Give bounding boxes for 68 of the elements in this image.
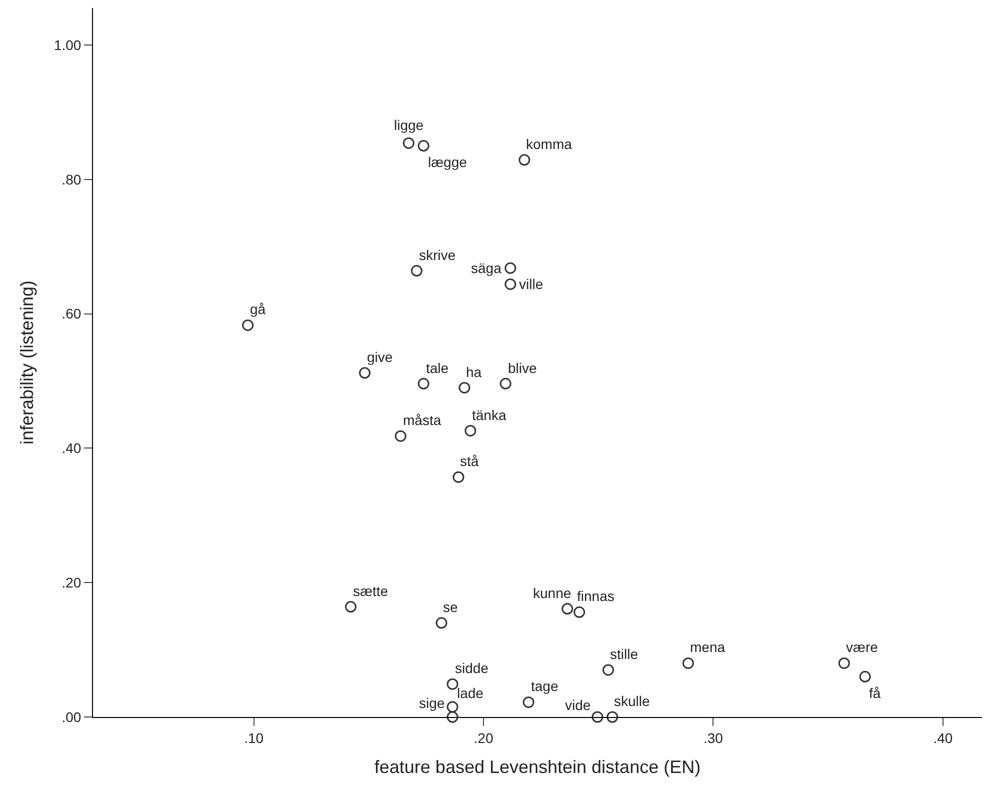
y-tick-label: .00 xyxy=(62,708,82,725)
annotation: gå xyxy=(250,301,266,317)
point xyxy=(522,696,534,708)
annotation: vide xyxy=(565,697,591,713)
annotation: få xyxy=(869,685,881,701)
point xyxy=(446,678,458,690)
annotation: måsta xyxy=(403,412,442,428)
annotation: stå xyxy=(460,453,479,469)
point xyxy=(592,711,604,723)
y-tick-label: .80 xyxy=(62,171,82,188)
point xyxy=(242,319,254,331)
annotation: mena xyxy=(690,639,726,655)
x-tick-label: .10 xyxy=(244,730,264,746)
point xyxy=(402,137,414,149)
annotation: ville xyxy=(519,276,544,292)
point xyxy=(344,601,356,613)
y-tick-label: .60 xyxy=(62,306,82,322)
annotation: ligge xyxy=(394,117,424,133)
annotation: kunne xyxy=(533,585,572,601)
point xyxy=(458,382,470,394)
point xyxy=(518,154,530,166)
x-axis-title: feature based Levenshtein distance (EN) xyxy=(374,756,701,777)
point xyxy=(500,378,512,390)
annotation: säga xyxy=(471,260,502,276)
x-tick-label: .20 xyxy=(474,730,494,746)
point xyxy=(504,278,516,290)
point xyxy=(859,670,871,682)
point xyxy=(464,424,476,436)
point xyxy=(418,378,430,390)
point xyxy=(504,262,516,274)
point xyxy=(838,657,850,669)
annotation: sætte xyxy=(353,583,388,599)
annotation: ha xyxy=(466,364,482,380)
y-axis-title: inferability (listening) xyxy=(17,280,38,445)
point xyxy=(394,430,406,442)
annotation: se xyxy=(443,599,458,615)
annotation: sidde xyxy=(455,660,489,676)
point xyxy=(418,140,430,152)
point xyxy=(436,617,448,629)
annotation: give xyxy=(367,349,393,365)
annotation: blive xyxy=(508,360,538,376)
annotation: lægge xyxy=(428,154,468,170)
point xyxy=(602,664,614,676)
annotation: lade xyxy=(457,685,484,701)
annotation: skrive xyxy=(419,247,456,263)
annotation: skulle xyxy=(614,693,650,709)
annotation: komma xyxy=(526,136,572,152)
annotation: stille xyxy=(610,646,638,662)
point xyxy=(562,603,574,615)
x-tick-label: .40 xyxy=(933,730,953,746)
annotation: tale xyxy=(426,360,449,376)
point xyxy=(452,471,464,483)
point xyxy=(446,701,458,713)
y-tick-label: .20 xyxy=(62,574,82,590)
x-tick-label: .30 xyxy=(703,730,724,746)
point xyxy=(446,711,458,723)
y-tick-label: .40 xyxy=(62,440,82,456)
point xyxy=(410,265,422,277)
point xyxy=(682,657,694,669)
annotation: tänka xyxy=(472,407,506,423)
annotation: sige xyxy=(419,695,445,711)
y-tick-label: 1.00 xyxy=(54,36,82,53)
annotation: finnas xyxy=(577,588,614,604)
point xyxy=(574,606,586,618)
point xyxy=(606,711,618,723)
annotation: tage xyxy=(531,678,558,694)
point xyxy=(359,367,370,379)
annotation: være xyxy=(846,639,878,655)
